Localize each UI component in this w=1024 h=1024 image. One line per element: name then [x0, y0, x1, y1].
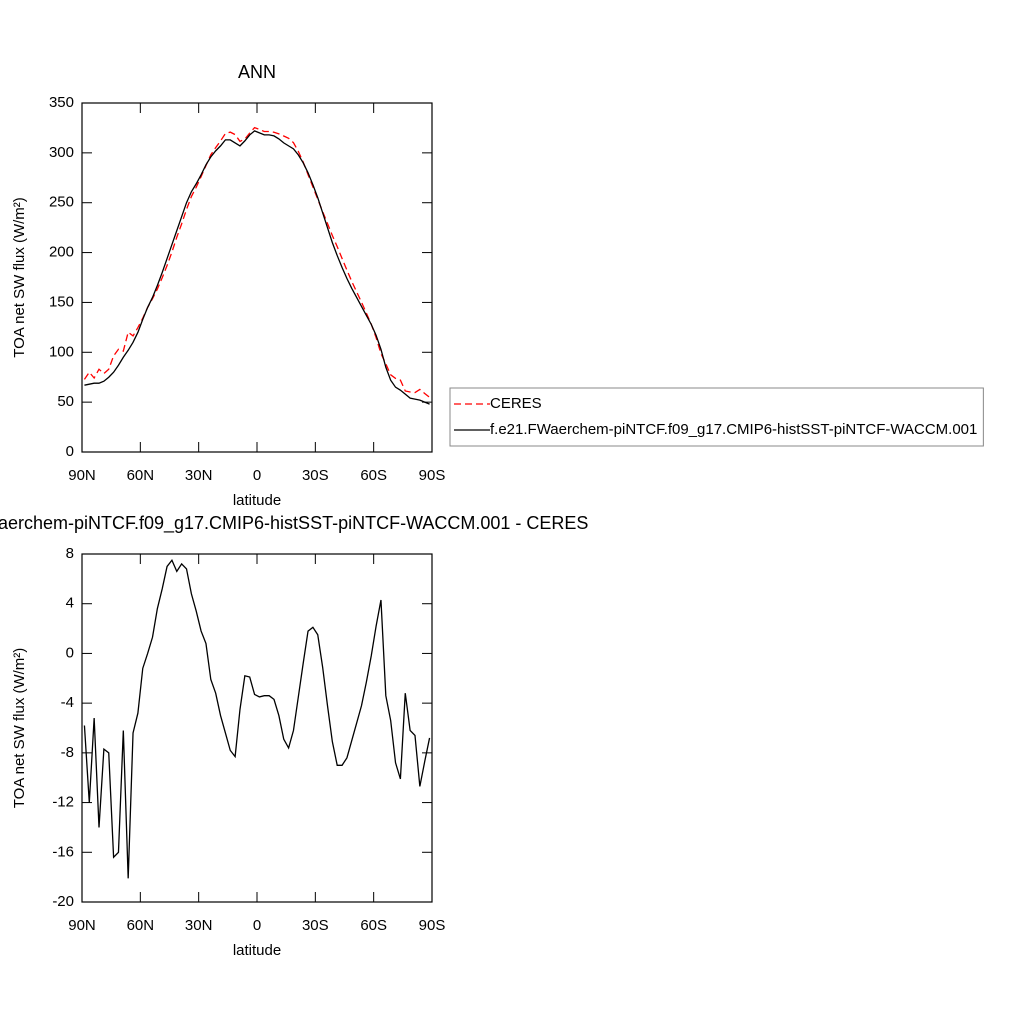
y-tick-label: 200 — [49, 244, 74, 261]
y-tick-label: 4 — [66, 595, 74, 612]
y-tick-label: -8 — [61, 744, 74, 761]
y-tick-label: 150 — [49, 293, 74, 310]
y-tick-label: 0 — [66, 644, 74, 661]
x-axis-label: latitude — [233, 942, 281, 959]
x-axis-label: latitude — [233, 492, 281, 509]
y-tick-label: -16 — [52, 843, 74, 860]
y-tick-label: 0 — [66, 443, 74, 460]
y-tick-label: 100 — [49, 343, 74, 360]
y-tick-label: 8 — [66, 545, 74, 562]
chart-title: f.e21.FWaerchem-piNTCF.f09_g17.CMIP6-his… — [0, 513, 588, 534]
x-tick-label: 30N — [185, 467, 213, 484]
plot-frame — [81, 102, 433, 453]
y-tick-label: 300 — [49, 144, 74, 161]
legend-label: f.e21.FWaerchem-piNTCF.f09_g17.CMIP6-his… — [490, 421, 977, 438]
y-axis-label: TOA net SW flux (W/m²) — [11, 648, 28, 809]
y-tick-label: -20 — [52, 893, 74, 910]
data-line — [84, 130, 430, 405]
x-tick-label: 30S — [302, 467, 329, 484]
legend: CERES f.e21.FWaerchem-piNTCF.f09_g17.CMIP… — [449, 387, 984, 447]
y-axis-label: TOA net SW flux (W/m²) — [11, 197, 28, 358]
data-line — [83, 558, 431, 879]
x-tick-label: 90S — [419, 917, 446, 934]
legend-box — [449, 387, 984, 447]
x-tick-label: 90S — [419, 467, 446, 484]
legend-label: CERES — [490, 395, 542, 412]
x-tick-label: 60N — [127, 467, 155, 484]
y-tick-label: -12 — [52, 794, 74, 811]
y-tick-label: 350 — [49, 94, 74, 111]
x-tick-label: 90N — [68, 467, 96, 484]
chart-title: ANN — [238, 62, 276, 82]
y-tick-label: -4 — [61, 694, 74, 711]
x-tick-label: 90N — [68, 917, 96, 934]
x-tick-label: 0 — [253, 467, 261, 484]
x-tick-label: 60S — [360, 467, 387, 484]
y-tick-label: 250 — [49, 194, 74, 211]
x-tick-label: 30S — [302, 917, 329, 934]
plot-frame — [81, 553, 433, 903]
x-tick-label: 30N — [185, 917, 213, 934]
x-tick-label: 60S — [360, 917, 387, 934]
x-tick-label: 60N — [127, 917, 155, 934]
y-tick-label: 50 — [57, 393, 74, 410]
x-tick-label: 0 — [253, 917, 261, 934]
data-line — [83, 126, 430, 398]
